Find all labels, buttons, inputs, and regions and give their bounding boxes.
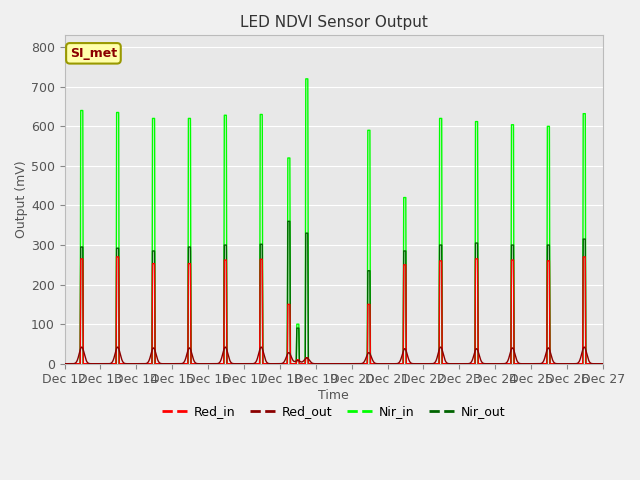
Text: SI_met: SI_met [70,47,117,60]
Legend: Red_in, Red_out, Nir_in, Nir_out: Red_in, Red_out, Nir_in, Nir_out [157,400,510,423]
Y-axis label: Output (mV): Output (mV) [15,161,28,239]
X-axis label: Time: Time [318,389,349,402]
Title: LED NDVI Sensor Output: LED NDVI Sensor Output [240,15,428,30]
